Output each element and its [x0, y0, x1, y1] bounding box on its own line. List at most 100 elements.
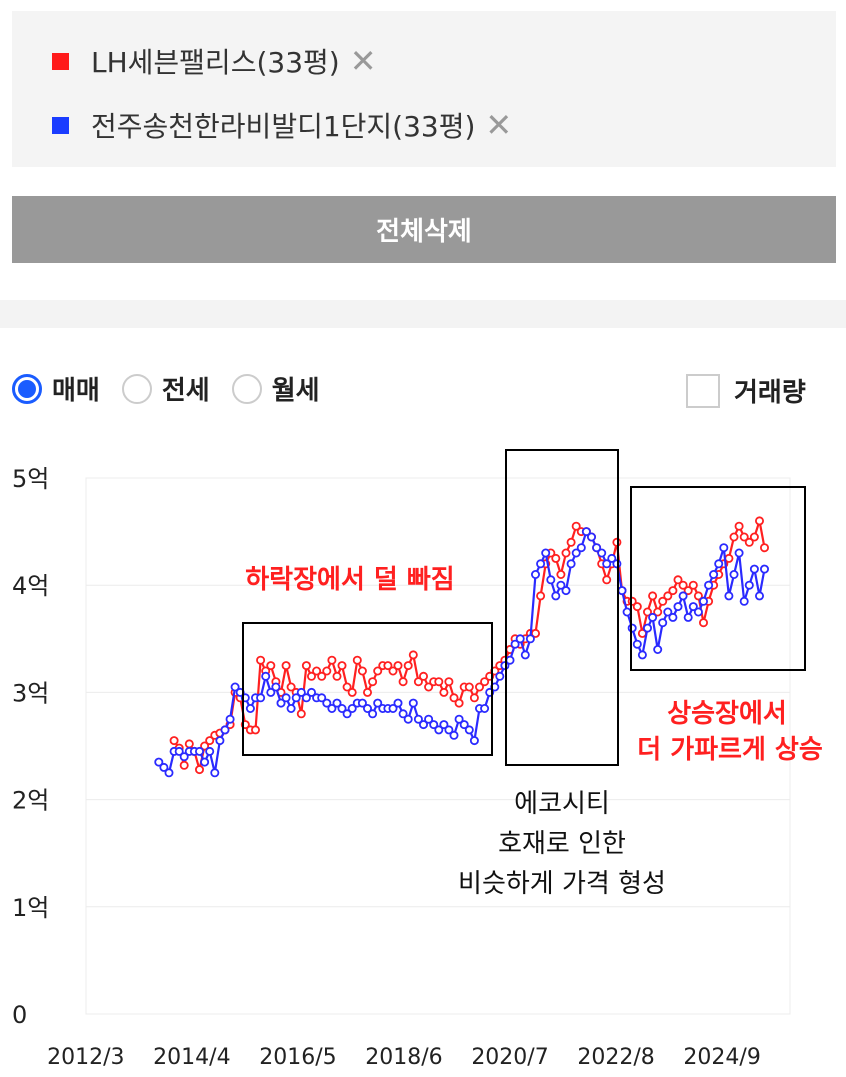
close-icon[interactable]: ✕ [485, 106, 513, 144]
data-point [434, 725, 444, 735]
data-point [474, 682, 484, 692]
close-icon[interactable]: ✕ [349, 42, 377, 80]
data-point [301, 693, 311, 703]
annotation-box-rise [630, 486, 806, 671]
data-point [312, 666, 322, 676]
data-point [383, 661, 393, 671]
data-point [347, 704, 357, 714]
data-point [225, 714, 235, 724]
data-point [729, 570, 739, 580]
x-tick-label: 2024/9 [683, 1045, 760, 1070]
data-point [668, 586, 678, 596]
delete-all-button[interactable]: 전체삭제 [12, 196, 836, 263]
data-point [256, 655, 266, 665]
data-point [612, 559, 622, 569]
data-point [566, 559, 576, 569]
data-point [561, 586, 571, 596]
data-point [576, 543, 586, 553]
data-point [688, 602, 698, 612]
data-point [164, 768, 174, 778]
data-point [673, 575, 683, 585]
data-point [286, 704, 296, 714]
option-monthly[interactable]: 월세 [231, 370, 320, 407]
data-point [556, 580, 566, 590]
data-point [495, 671, 505, 681]
legend-item-lh: LH세븐팰리스(33평) ✕ [52, 41, 377, 81]
data-point [373, 666, 383, 676]
data-point [429, 720, 439, 730]
data-point [327, 704, 337, 714]
data-point [515, 634, 525, 644]
legend-panel: LH세븐팰리스(33평) ✕ 전주송천한라비발디1단지(33평) ✕ [12, 11, 836, 167]
option-jeonse[interactable]: 전세 [121, 370, 210, 407]
data-point [607, 553, 617, 563]
data-point [393, 661, 403, 671]
volume-toggle[interactable]: 거래량 [686, 372, 806, 409]
x-tick-label: 2018/6 [365, 1045, 442, 1070]
data-point [250, 725, 260, 735]
data-point [301, 661, 311, 671]
data-point [546, 575, 556, 585]
data-point [464, 725, 474, 735]
data-point [760, 543, 770, 553]
data-point [281, 661, 291, 671]
data-point [520, 650, 530, 660]
data-point [245, 704, 255, 714]
data-point [368, 709, 378, 719]
data-point [200, 757, 210, 767]
x-tick-label: 2020/7 [471, 1045, 548, 1070]
data-point [449, 693, 459, 703]
radio-icon[interactable] [121, 373, 152, 404]
data-point [561, 548, 571, 558]
option-sale[interactable]: 매매 [12, 370, 100, 407]
data-point [617, 586, 627, 596]
data-point [444, 677, 454, 687]
data-point [744, 580, 754, 590]
option-label: 전세 [161, 376, 210, 406]
data-point [327, 655, 337, 665]
data-point [704, 580, 714, 590]
data-point [408, 650, 418, 660]
data-point [602, 575, 612, 585]
radio-icon[interactable] [231, 373, 262, 404]
data-point [306, 671, 316, 681]
data-point [719, 543, 729, 553]
data-point [536, 591, 546, 601]
data-point [449, 730, 459, 740]
data-point [230, 682, 240, 692]
y-tick-label: 1억 [12, 894, 49, 922]
data-point [388, 666, 398, 676]
data-point [714, 559, 724, 569]
annotation-ecocity: 에코시티 [514, 789, 610, 819]
option-label: 매매 [52, 376, 100, 406]
radio-selected-icon[interactable] [12, 373, 42, 404]
data-point [592, 543, 602, 553]
annotation-rise: 상승장에서 [667, 699, 787, 729]
data-point [653, 645, 663, 655]
data-point [480, 677, 490, 687]
data-point [256, 693, 266, 703]
data-point [169, 736, 179, 746]
data-point [373, 698, 383, 708]
data-point [403, 661, 413, 671]
data-point [266, 661, 276, 671]
data-point [342, 709, 352, 719]
data-point [154, 757, 164, 767]
data-point [739, 596, 749, 606]
data-point [184, 739, 194, 749]
checkbox-icon[interactable] [686, 373, 720, 408]
annotation-ecocity: 호재로 인한 [498, 829, 626, 859]
data-point [347, 687, 357, 697]
section-divider [0, 300, 846, 328]
data-point [205, 746, 215, 756]
data-point [760, 564, 770, 574]
data-point [439, 720, 449, 730]
y-tick-label: 2억 [12, 787, 49, 815]
data-point [413, 677, 423, 687]
data-point [393, 698, 403, 708]
x-tick-label: 2016/5 [259, 1045, 336, 1070]
annotation-decline: 하락장에서 덜 빠짐 [245, 565, 454, 595]
data-point [653, 607, 663, 617]
data-point [510, 639, 520, 649]
data-point [317, 671, 327, 681]
